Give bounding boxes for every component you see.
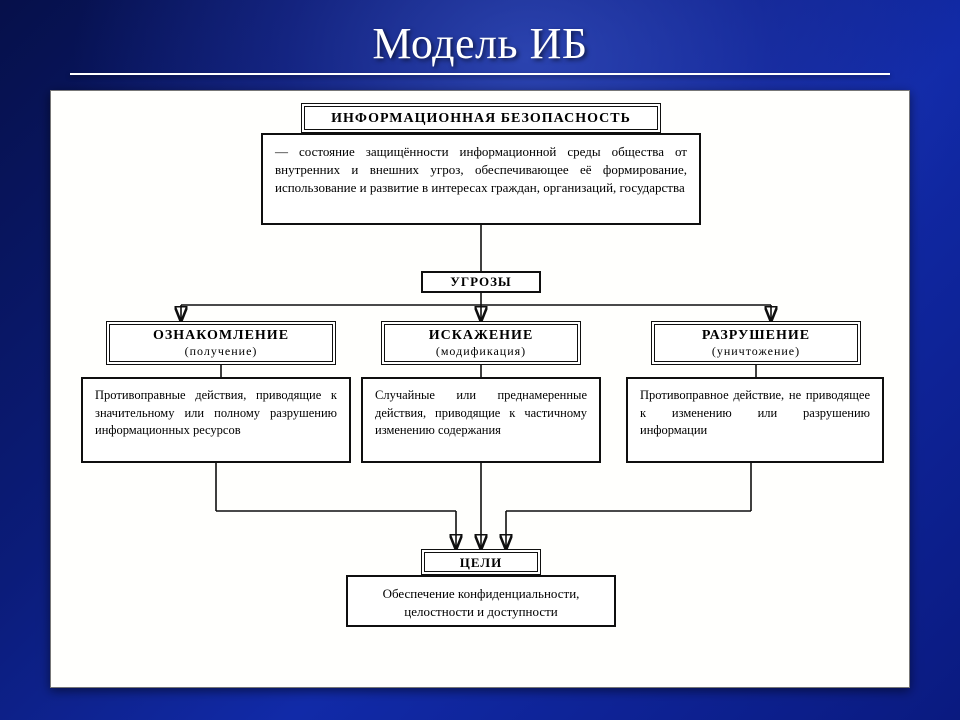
threat-1-title: ИСКАЖЕНИЕ: [429, 328, 534, 343]
root-definition: — состояние защищённости информационной …: [263, 135, 699, 206]
root-title-box: ИНФОРМАЦИОННАЯ БЕЗОПАСНОСТЬ: [301, 103, 661, 133]
root-title: ИНФОРМАЦИОННАЯ БЕЗОПАСНОСТЬ: [305, 107, 657, 131]
root-definition-box: — состояние защищённости информационной …: [261, 133, 701, 225]
threat-2-header: РАЗРУШЕНИЕ (уничтожение): [651, 321, 861, 365]
threat-1-desc: Случайные или преднамерен­ные действия, …: [363, 379, 599, 448]
threat-2-desc-box: Противоправное действие, не приводящее к…: [626, 377, 884, 463]
threat-1-desc-box: Случайные или преднамерен­ные действия, …: [361, 377, 601, 463]
threat-0-subtitle: (получение): [185, 344, 258, 358]
threat-0-desc: Противоправные действия, при­водящие к з…: [83, 379, 349, 448]
threats-label: УГРОЗЫ: [450, 274, 511, 289]
title-underline: [70, 73, 890, 75]
threat-0-desc-box: Противоправные действия, при­водящие к з…: [81, 377, 351, 463]
goals-label: ЦЕЛИ: [460, 555, 502, 570]
threat-2-title: РАЗРУШЕНИЕ: [702, 328, 810, 343]
threat-1-header: ИСКАЖЕНИЕ (модификация): [381, 321, 581, 365]
threats-label-box: УГРОЗЫ: [421, 271, 541, 293]
slide-title: Модель ИБ: [0, 0, 960, 69]
goals-text-box: Обеспечение конфиденциальности, целостно…: [346, 575, 616, 627]
threat-1-subtitle: (модификация): [436, 344, 526, 358]
diagram-sheet: ИНФОРМАЦИОННАЯ БЕЗОПАСНОСТЬ — состояние …: [50, 90, 910, 688]
threat-2-desc: Противоправное действие, не приводящее к…: [628, 379, 882, 448]
slide: Модель ИБ ИНФОРМАЦИОННАЯ БЕЗОПАСНОСТЬ — …: [0, 0, 960, 720]
goals-label-box: ЦЕЛИ: [421, 549, 541, 575]
threat-0-title: ОЗНАКОМЛЕНИЕ: [153, 328, 289, 343]
threat-0-header: ОЗНАКОМЛЕНИЕ (получение): [106, 321, 336, 365]
threat-2-subtitle: (уничтожение): [712, 344, 800, 358]
goals-text: Обеспечение конфиденциальности, целостно…: [348, 577, 614, 629]
